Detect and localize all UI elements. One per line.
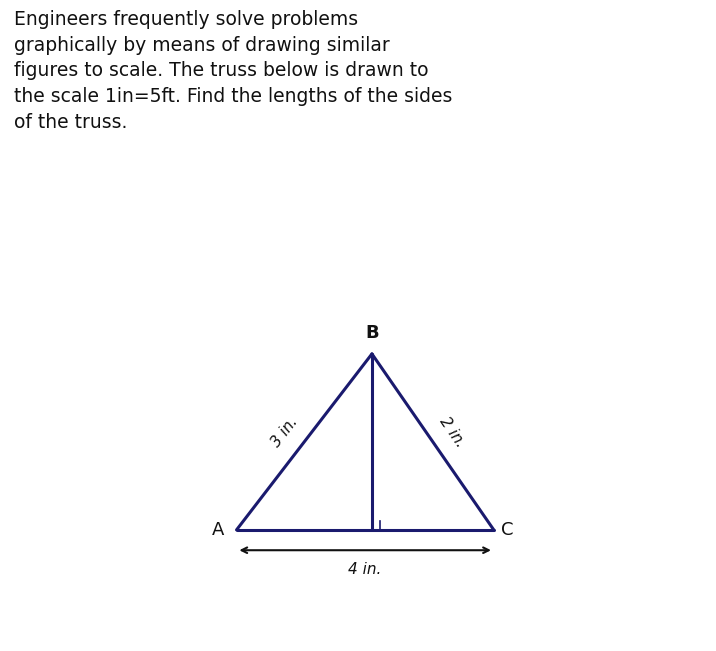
Text: C: C <box>501 521 513 539</box>
Text: Engineers frequently solve problems
graphically by means of drawing similar
figu: Engineers frequently solve problems grap… <box>14 10 453 132</box>
Text: 4 in.: 4 in. <box>349 562 382 577</box>
Text: 2 in.: 2 in. <box>437 415 468 450</box>
Text: B: B <box>365 324 379 342</box>
Text: 3 in.: 3 in. <box>268 415 301 450</box>
Text: A: A <box>213 521 225 539</box>
